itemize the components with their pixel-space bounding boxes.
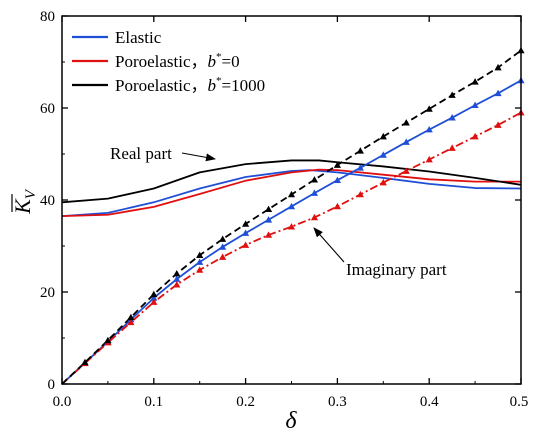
y-tick-label: 20 [40, 285, 55, 301]
data-point-poro0_imag [425, 155, 433, 163]
data-point-poro1000_imag [448, 91, 456, 98]
data-point-poro0_imag [264, 231, 273, 238]
y-tick-label: 60 [40, 101, 55, 117]
x-tick-label: 0.1 [144, 394, 163, 410]
data-point-poro1000_imag [425, 105, 433, 112]
data-point-poro1000_imag [494, 63, 502, 71]
legend-poro0-val: =0 [222, 52, 240, 71]
data-point-poro1000_imag [402, 119, 410, 126]
data-point-elastic_imag [425, 126, 433, 133]
data-point-poro1000_imag [81, 358, 89, 366]
data-point-poro1000_imag [379, 132, 387, 140]
data-point-elastic_imag [173, 275, 181, 282]
series-line-poro1000_real [61, 159, 522, 204]
plot-frame [61, 15, 522, 385]
x-axis-title: δ [285, 408, 297, 434]
data-point-poro1000_imag [287, 190, 296, 198]
data-point-poro0_imag [219, 253, 227, 260]
data-point-poro0_imag [333, 202, 341, 210]
legend-poro0-b: b [208, 52, 217, 71]
legend-poro1000-star: * [216, 75, 222, 87]
annotation-imaginary-arrow [313, 227, 345, 263]
series-layer [61, 49, 522, 385]
data-point-poro0_imag [310, 213, 319, 221]
y-tick-label: 0 [48, 377, 56, 393]
data-point-poro0_imag [242, 241, 250, 248]
data-point-poro1000_imag [310, 176, 319, 183]
data-point-poro0_imag [356, 190, 364, 198]
data-point-elastic_imag [242, 229, 250, 236]
data-point-poro0_imag [379, 178, 387, 186]
series-line-elastic_imag [61, 79, 522, 385]
x-tick-label: 0.5 [510, 394, 529, 410]
tick-layer [61, 15, 522, 385]
legend-poro1000-val: =1000 [222, 76, 266, 95]
legend-poro0-name: Poroelastic， [115, 52, 208, 71]
y-axis-title-sub: V [23, 188, 39, 199]
data-point-poro0_imag [402, 167, 410, 174]
data-point-elastic_imag [494, 89, 502, 97]
x-tick-label: 0.3 [328, 394, 347, 410]
svg-text:KV: KV [10, 188, 39, 215]
data-point-poro1000_imag [242, 220, 250, 227]
data-point-poro1000_imag [471, 78, 479, 85]
legend-label-poro1000: Poroelastic，b*=1000 [115, 75, 265, 95]
data-point-poro1000_imag [173, 270, 181, 277]
data-point-elastic_imag [150, 294, 158, 301]
data-point-elastic_imag [333, 176, 341, 184]
data-point-poro0_imag [173, 281, 181, 288]
data-point-poro1000_imag [104, 336, 112, 344]
data-point-poro1000_imag [127, 313, 135, 321]
legend-poro0-star: * [216, 51, 222, 63]
y-axis-title: KV [10, 188, 39, 215]
legend-poro1000-b: b [208, 76, 217, 95]
series-line-poro0_imag [61, 111, 522, 385]
data-point-poro1000_imag [150, 290, 158, 298]
data-point-elastic_imag [310, 189, 319, 196]
data-point-poro0_imag [494, 121, 502, 128]
annotation-real-part: Real part [110, 144, 172, 163]
series-line-poro0_real [61, 168, 521, 217]
data-point-poro1000_imag [333, 161, 341, 168]
data-point-elastic_imag [356, 164, 364, 171]
data-point-elastic_imag [219, 243, 227, 250]
data-point-elastic_imag [471, 101, 479, 109]
data-point-poro1000_imag [264, 205, 273, 212]
data-point-poro0_imag [471, 132, 479, 140]
data-point-elastic_imag [402, 138, 410, 145]
data-point-poro1000_imag [196, 251, 204, 258]
legend: Elastic Poroelastic，b*=0 Poroelastic，b*=… [72, 28, 265, 95]
legend-poro1000-name: Poroelastic， [115, 76, 208, 95]
y-tick-label: 80 [40, 9, 55, 25]
legend-label-poro0: Poroelastic，b*=0 [115, 51, 240, 71]
x-tick-label: 0.2 [236, 394, 255, 410]
legend-label-elastic: Elastic [115, 28, 162, 47]
data-point-elastic_imag [264, 216, 273, 223]
annotation-real-arrow [181, 152, 216, 162]
series-line-poro1000_imag [61, 49, 522, 385]
x-tick-label: 0.0 [53, 394, 72, 410]
y-tick-label: 40 [40, 193, 55, 209]
series-line-elastic_real [61, 169, 522, 217]
data-point-poro1000_imag [356, 147, 364, 154]
data-point-poro0_imag [150, 298, 158, 305]
data-point-poro0_imag [127, 318, 135, 326]
data-point-elastic_imag [287, 202, 296, 210]
data-point-elastic_imag [379, 151, 387, 158]
data-point-poro1000_imag [219, 235, 227, 242]
annotation-imaginary-part: Imaginary part [346, 260, 447, 279]
x-tick-label: 0.4 [420, 394, 439, 410]
y-axis-title-main: K [10, 198, 35, 215]
data-point-elastic_imag [448, 114, 456, 121]
data-point-elastic_imag [196, 258, 204, 265]
data-point-poro0_imag [287, 223, 296, 230]
data-point-poro0_imag [448, 144, 456, 151]
data-point-poro0_imag [196, 266, 204, 273]
